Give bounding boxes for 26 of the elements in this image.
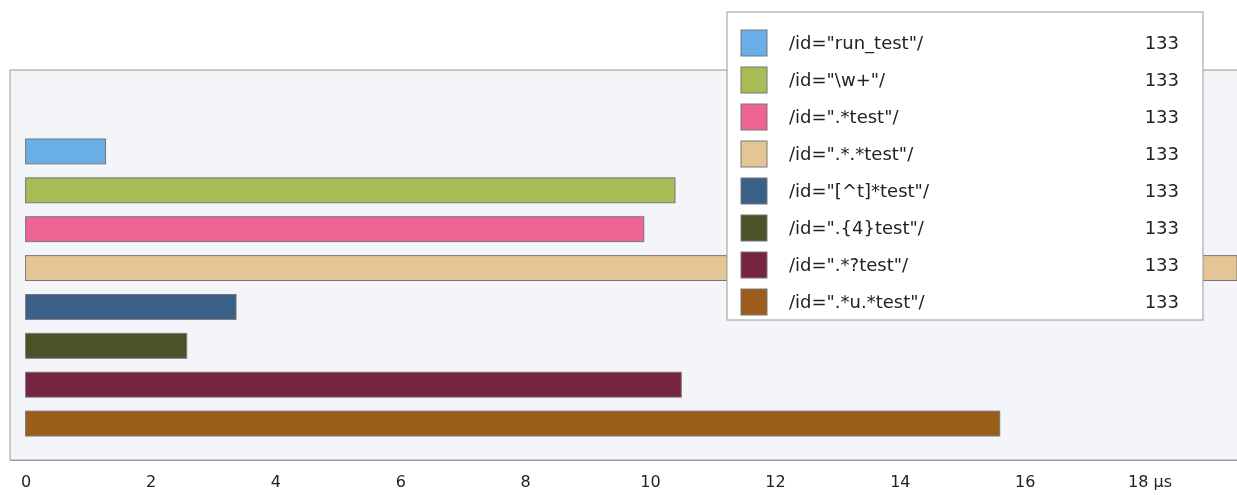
x-tick-label: 8 [520, 472, 531, 492]
legend-label: /id=".*.*test"/ [789, 143, 915, 164]
x-tick-label: 10 [640, 472, 661, 492]
x-tick-label: 12 [765, 472, 786, 492]
legend-label: /id="run_test"/ [789, 32, 924, 54]
x-tick-label: 6 [395, 472, 406, 492]
legend-label: /id="\w+"/ [789, 69, 886, 90]
x-tick-label: 18 μs [1128, 472, 1173, 492]
legend-label: /id=".*?test"/ [789, 254, 909, 275]
legend-label: /id=".*u.*test"/ [789, 291, 926, 312]
annotation: 133 [1144, 180, 1179, 201]
annotation: 133 [1144, 291, 1179, 312]
annotation: 133 [1144, 143, 1179, 164]
x-tick-label: 2 [145, 472, 157, 492]
x-tick-label: 0 [21, 472, 32, 492]
legend-label: /id=".*test"/ [789, 106, 900, 127]
x-tick-label: 14 [890, 472, 911, 492]
annotation: 133 [1144, 217, 1179, 238]
x-tick-label: 16 [1015, 472, 1036, 492]
legend-label: /id=".{4}test"/ [789, 217, 925, 238]
text: 133 [1144, 69, 1179, 90]
text: 133 [1144, 32, 1179, 53]
text: 133 [1144, 106, 1179, 127]
x-tick-label: 4 [270, 472, 281, 492]
annotation: 133 [1144, 254, 1179, 275]
legend-label: /id="[^t]*test"/ [789, 180, 930, 201]
